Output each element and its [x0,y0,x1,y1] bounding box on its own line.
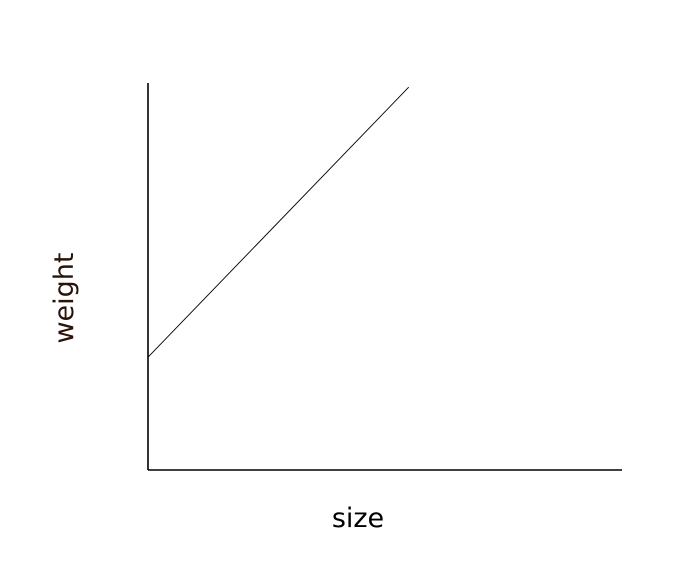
series-line-0 [147,86,410,358]
series-layer [147,86,410,358]
y-axis-label: weight [49,252,80,343]
x-axis-label: size [332,503,384,534]
